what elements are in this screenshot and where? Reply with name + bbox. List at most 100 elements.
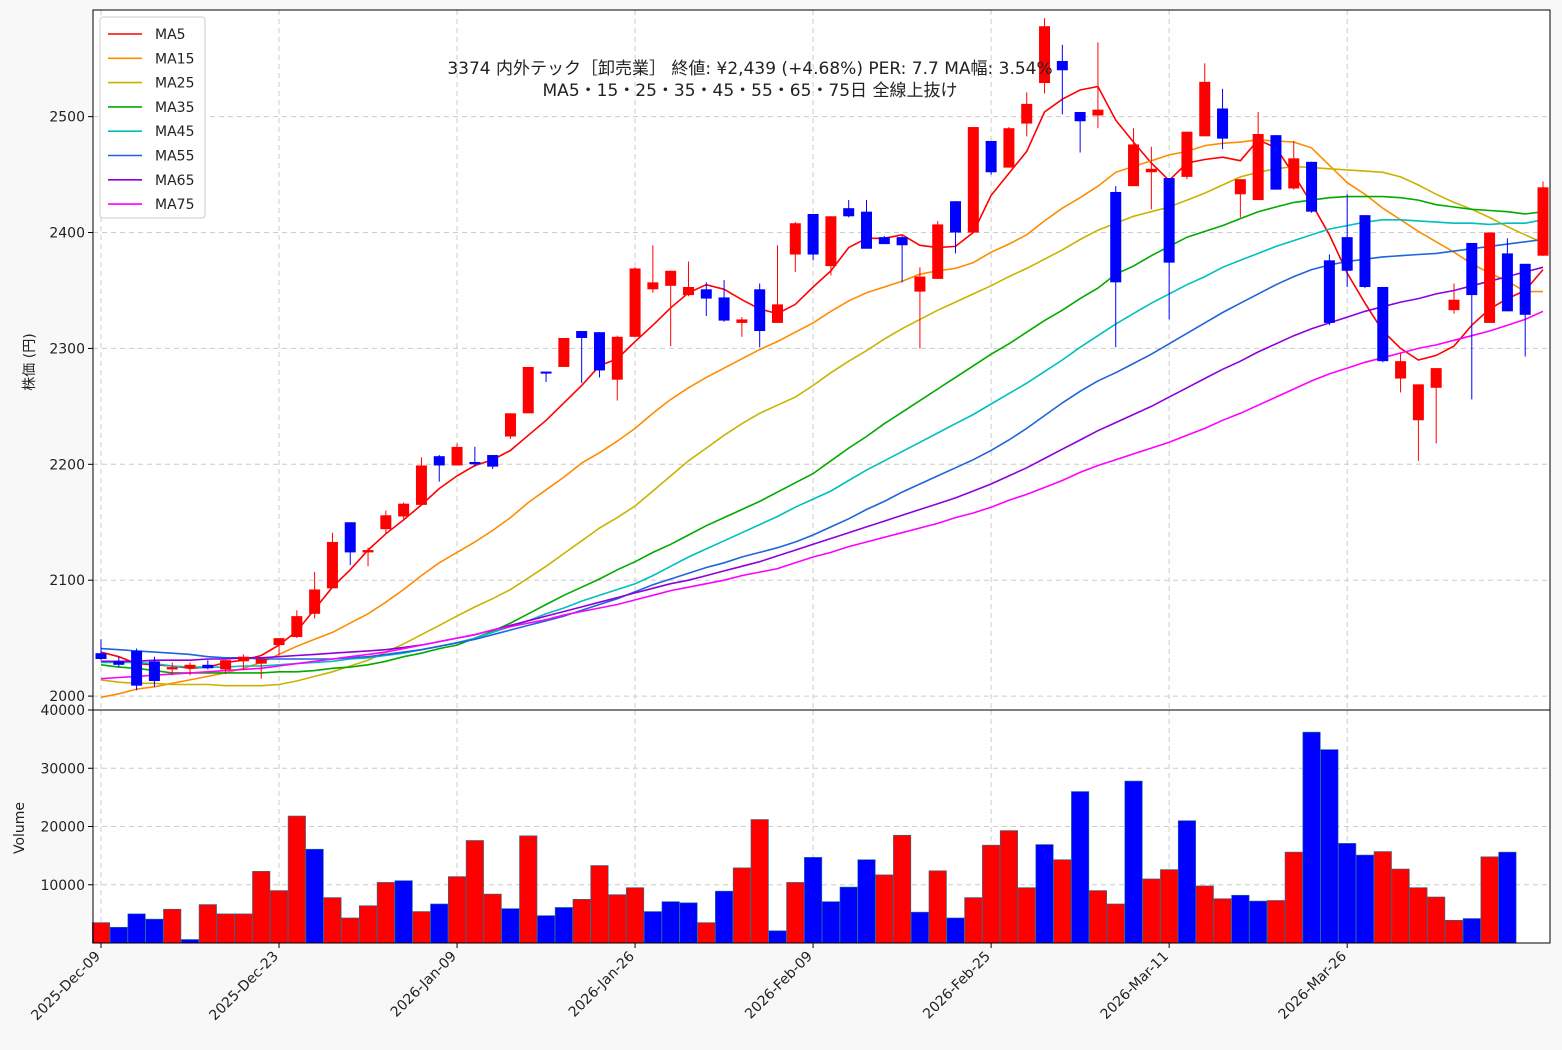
candle-body	[1252, 134, 1264, 201]
candle-body	[504, 413, 516, 437]
candle-body	[237, 656, 249, 662]
ma-line-ma75	[100, 310, 1544, 680]
candle-body	[1430, 368, 1442, 388]
ma-line-ma35	[100, 195, 1544, 674]
volume-bar	[1053, 859, 1072, 944]
candle-body	[1323, 260, 1335, 323]
volume-bar	[768, 930, 787, 944]
candle-body	[1234, 179, 1246, 195]
volume-bar	[1373, 851, 1392, 944]
ma-line-ma65	[101, 266, 1544, 663]
volume-bar	[964, 897, 983, 944]
legend-label: MA15	[155, 51, 194, 67]
volume-bar	[180, 939, 200, 944]
volume-bar	[323, 897, 342, 944]
volume-bar	[287, 815, 306, 944]
volume-bar	[376, 882, 395, 944]
candle-body	[682, 286, 694, 296]
legend-label: MA45	[155, 124, 194, 140]
candle-body	[273, 638, 285, 646]
volume-bar	[394, 880, 413, 944]
candle-body	[522, 366, 534, 414]
volume-bar	[590, 865, 609, 944]
volume-bar	[91, 922, 111, 944]
candle-body	[1110, 191, 1122, 283]
volume-bar	[163, 908, 182, 944]
volume-bar	[448, 876, 467, 944]
volume-y-tick-label: 20000	[40, 820, 85, 836]
candle-body	[843, 208, 855, 217]
candle-body	[344, 522, 356, 553]
volume-bar	[1142, 878, 1161, 944]
candlesticks	[95, 18, 1549, 691]
ma-line-ma5	[100, 85, 1544, 670]
volume-bar	[198, 904, 217, 944]
legend: MA5 MA15 MA25 MA35 MA45 MA55 MA65 MA75	[99, 16, 206, 219]
candle-body	[950, 201, 962, 233]
candle-body	[1270, 135, 1282, 190]
volume-grid	[93, 709, 1550, 943]
candle-body	[896, 237, 908, 246]
candle-body	[593, 332, 605, 371]
candle-body	[1341, 237, 1353, 271]
candle-body	[291, 616, 303, 637]
candle-body	[255, 659, 267, 664]
volume-bar	[821, 901, 840, 944]
price-y-label: 株価 (円)	[22, 333, 38, 390]
volume-bar	[928, 870, 947, 944]
candle-body	[1412, 384, 1424, 421]
volume-bar	[234, 913, 253, 944]
candle-body	[718, 297, 730, 321]
volume-bar	[1213, 898, 1232, 944]
candle-body	[861, 211, 873, 249]
candle-body	[451, 446, 463, 466]
moving-average-lines	[100, 85, 1544, 699]
legend-label: MA35	[155, 100, 194, 116]
candle-body	[166, 667, 178, 670]
volume-bar	[572, 899, 591, 944]
volume-bar	[1320, 749, 1339, 944]
ma-line-ma15	[100, 138, 1543, 699]
candle-body	[1359, 215, 1371, 287]
price-y-tick-label: 2200	[49, 457, 85, 473]
candle-body	[878, 237, 890, 245]
price-y-tick-label: 2100	[49, 573, 85, 589]
ma-line-ma25	[100, 165, 1544, 687]
volume-bars	[91, 731, 1517, 944]
candle-body	[433, 456, 445, 466]
volume-bar	[1427, 896, 1446, 944]
price-y-tick-label: 2400	[49, 226, 85, 242]
candle-body	[789, 223, 801, 255]
candle-body	[326, 541, 338, 589]
volume-bar	[430, 903, 449, 944]
volume-bar	[857, 859, 876, 944]
volume-y-label: Volume	[12, 802, 28, 854]
volume-y-tick-label: 30000	[40, 761, 85, 777]
candle-body	[1181, 131, 1193, 177]
candle-body	[184, 664, 196, 669]
price-y-tick-label: 2000	[49, 689, 85, 705]
candle-body	[1145, 168, 1157, 173]
candle-body	[415, 465, 427, 505]
volume-bar	[999, 830, 1018, 944]
volume-y-ticks: 10000 20000 30000 40000	[40, 703, 93, 894]
candle-body	[220, 660, 232, 670]
candle-body	[825, 216, 837, 267]
candle-body	[1021, 103, 1033, 124]
candle-body	[914, 276, 926, 292]
volume-bar	[216, 913, 235, 944]
candle-body	[1448, 299, 1460, 311]
volume-bar	[501, 908, 520, 944]
candle-body	[362, 550, 374, 553]
volume-bar	[839, 886, 858, 944]
volume-bar	[145, 918, 164, 944]
volume-bar	[270, 890, 289, 944]
candle-body	[1039, 26, 1051, 84]
volume-bar	[750, 819, 769, 944]
candle-body	[95, 653, 107, 660]
volume-bar	[1071, 791, 1090, 944]
volume-bar	[483, 893, 502, 944]
volume-bar	[1177, 820, 1196, 944]
candle-body	[202, 664, 214, 669]
